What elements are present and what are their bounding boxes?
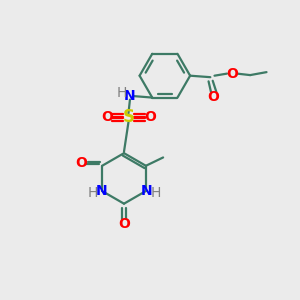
Text: O: O [226, 67, 238, 81]
Text: O: O [207, 89, 219, 103]
Text: O: O [144, 110, 156, 124]
Text: H: H [150, 186, 161, 200]
Text: O: O [118, 217, 130, 231]
Text: O: O [75, 156, 87, 170]
Text: O: O [101, 110, 113, 124]
Text: N: N [141, 184, 153, 198]
Text: H: H [87, 186, 98, 200]
Text: H: H [116, 85, 127, 100]
Text: S: S [122, 109, 134, 127]
Text: N: N [95, 184, 107, 198]
Text: N: N [124, 89, 136, 103]
